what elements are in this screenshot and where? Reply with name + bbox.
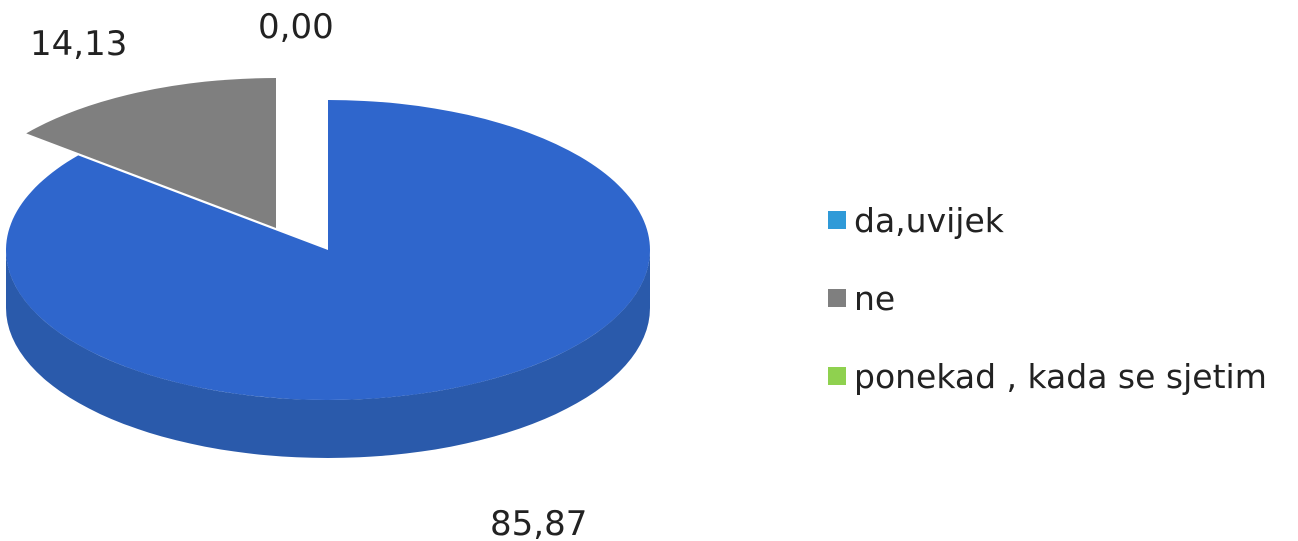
data-label-ponekad: 0,00 bbox=[258, 7, 334, 47]
slice-da-uvijek-top bbox=[5, 100, 651, 400]
legend-label-ponekad: ponekad , kada se sjetim bbox=[854, 356, 1267, 396]
legend-item-ne: ne bbox=[828, 278, 1267, 318]
data-label-da-uvijek: 85,87 bbox=[490, 504, 587, 541]
data-labels: 85,87 14,13 0,00 bbox=[30, 7, 587, 541]
slice-da-uvijek-side bbox=[6, 250, 650, 458]
pie-slices bbox=[5, 78, 651, 458]
data-label-ne: 14,13 bbox=[30, 24, 127, 64]
chart-legend: da,uvijek ne ponekad , kada se sjetim bbox=[828, 200, 1267, 434]
legend-swatch-da-uvijek bbox=[828, 211, 846, 229]
legend-swatch-ponekad bbox=[828, 367, 846, 385]
legend-item-ponekad: ponekad , kada se sjetim bbox=[828, 356, 1267, 396]
slice-ne bbox=[26, 78, 276, 228]
slice-ne-top bbox=[26, 78, 276, 228]
legend-swatch-ne bbox=[828, 289, 846, 307]
slice-da-uvijek bbox=[5, 100, 651, 458]
pie-chart: 85,87 14,13 0,00 bbox=[5, 7, 651, 541]
legend-label-da-uvijek: da,uvijek bbox=[854, 200, 1004, 240]
legend-label-ne: ne bbox=[854, 278, 896, 318]
legend-item-da-uvijek: da,uvijek bbox=[828, 200, 1267, 240]
